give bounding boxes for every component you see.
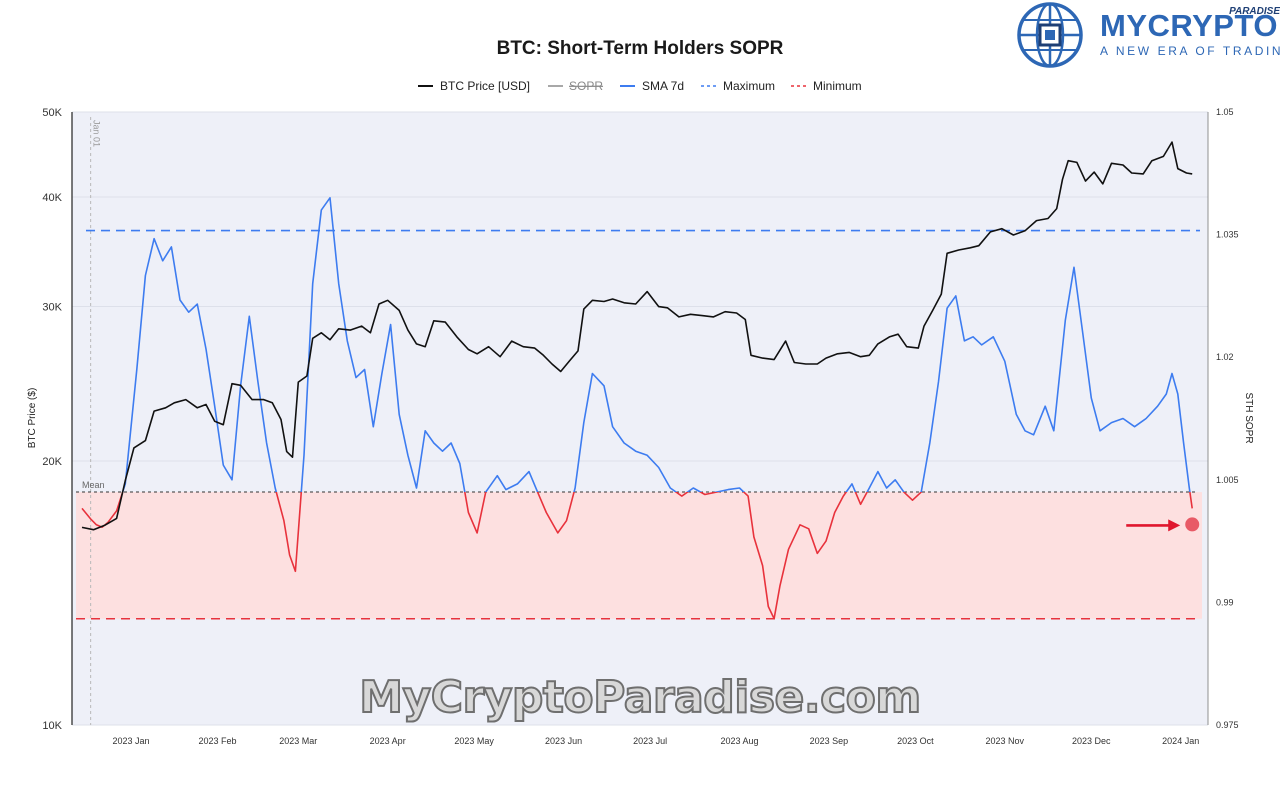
logo-paradise: PARADISE — [1229, 6, 1280, 17]
legend-item-price[interactable]: BTC Price [USD] — [418, 79, 530, 93]
y-right-tick-label: 1.05 — [1216, 107, 1234, 117]
x-tick-label: 2023 Oct — [897, 736, 934, 746]
brand-logo[interactable]: PARADISE MYCRYPTO A NEW ERA OF TRADING — [1016, 2, 1280, 68]
y-right-tick-label: 1.035 — [1216, 230, 1239, 240]
y-left-tick-label: 30K — [42, 302, 62, 314]
x-tick-label: 2023 Apr — [370, 736, 406, 746]
latest-sma-highlight — [1185, 517, 1200, 532]
x-tick-label: 2023 Mar — [279, 736, 317, 746]
y-left-tick-label: 40K — [42, 192, 62, 204]
logo-brand: MYCRYPTO — [1100, 8, 1278, 43]
x-tick-label: 2023 Jan — [112, 736, 149, 746]
x-tick-label: 2023 Aug — [720, 736, 758, 746]
legend-label-maximum: Maximum — [723, 79, 775, 93]
arrow-icon — [1126, 519, 1181, 532]
y-left-tick-label: 20K — [42, 456, 62, 468]
legend-label-sma: SMA 7d — [642, 79, 684, 93]
plot-area — [72, 112, 1208, 725]
y-right-ticks: 0.975 0.99 1.005 1.02 1.035 1.05 — [1216, 107, 1239, 730]
legend-item-sopr[interactable]: SOPR — [548, 79, 603, 93]
y-left-tick-label: 50K — [42, 107, 62, 119]
globe-chip-icon — [1017, 2, 1083, 68]
x-tick-label: 2023 Jun — [545, 736, 582, 746]
legend: BTC Price [USD] SOPR SMA 7d Maximum Mini… — [418, 79, 862, 93]
y-left-tick-label: 10K — [42, 720, 62, 732]
mean-label: Mean — [82, 480, 105, 490]
logo-text: PARADISE MYCRYPTO A NEW ERA OF TRADING — [1100, 6, 1280, 58]
x-tick-label: 2023 Jul — [633, 736, 667, 746]
x-tick-label: 2023 Nov — [986, 736, 1025, 746]
logo-tagline: A NEW ERA OF TRADING — [1100, 44, 1280, 58]
y-right-axis-label: STH SOPR — [1243, 392, 1254, 443]
y-right-tick-label: 0.99 — [1216, 597, 1234, 607]
chart-title: BTC: Short-Term Holders SOPR — [497, 38, 784, 59]
x-tick-label: 2023 Feb — [199, 736, 237, 746]
y-left-axis-label: BTC Price ($) — [27, 388, 38, 449]
btc-price-line — [81, 141, 1193, 531]
y-right-tick-label: 0.975 — [1216, 720, 1239, 730]
legend-label-price: BTC Price [USD] — [440, 79, 530, 93]
legend-label-sopr: SOPR — [569, 79, 603, 93]
sma-7d-line — [121, 197, 1191, 493]
watermark: MyCryptoParadise.com — [358, 671, 922, 724]
x-tick-label: 2023 Sep — [810, 736, 849, 746]
legend-item-maximum[interactable]: Maximum — [701, 79, 775, 93]
y-right-tick-label: 1.005 — [1216, 475, 1239, 485]
x-tick-label: 2023 Dec — [1072, 736, 1111, 746]
legend-item-minimum[interactable]: Minimum — [791, 79, 862, 93]
y-left-ticks: 10K 20K 30K 40K 50K — [42, 107, 62, 732]
below-mean-zone — [76, 492, 1202, 619]
legend-item-sma[interactable]: SMA 7d — [620, 79, 684, 93]
x-tick-label: 2024 Jan — [1162, 736, 1199, 746]
y-right-tick-label: 1.02 — [1216, 352, 1234, 362]
x-tick-label: 2023 May — [454, 736, 494, 746]
grid-lines — [72, 111, 1208, 726]
jan-01-marker-label: Jan 01 — [92, 120, 102, 147]
legend-label-minimum: Minimum — [813, 79, 862, 93]
x-ticks: 2023 Jan 2023 Feb 2023 Mar 2023 Apr 2023 May… — [112, 736, 1199, 746]
